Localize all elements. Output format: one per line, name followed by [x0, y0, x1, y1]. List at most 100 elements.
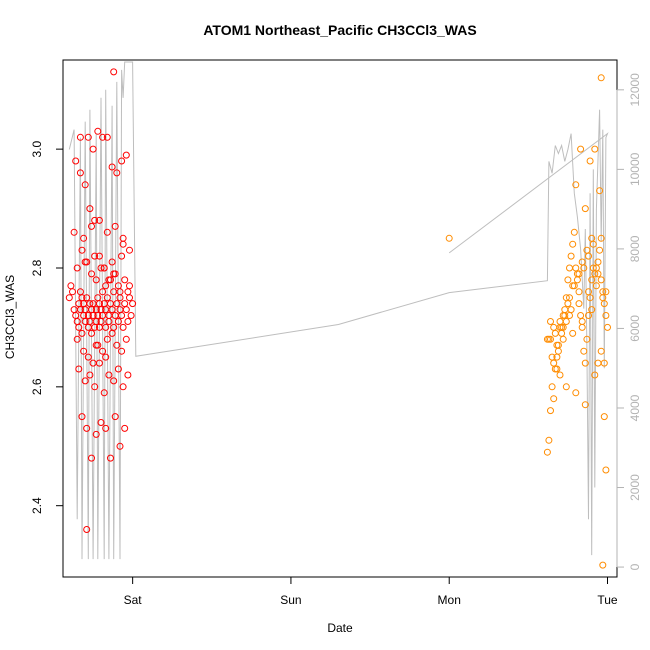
data-point	[580, 347, 588, 355]
data-point	[121, 276, 129, 284]
data-point	[567, 252, 575, 260]
data-point	[75, 323, 83, 331]
altitude-line	[68, 61, 609, 560]
y-tick-label: 3.0	[30, 140, 44, 157]
data-point	[103, 335, 111, 343]
data-point	[95, 359, 103, 367]
y-tick-label: 2.6	[30, 378, 44, 395]
data-point	[99, 133, 107, 141]
data-point	[569, 329, 577, 337]
data-point	[124, 318, 132, 325]
series-1	[65, 68, 137, 533]
data-point	[585, 312, 592, 319]
data-point	[81, 181, 89, 189]
data-point	[67, 282, 75, 290]
data-point	[105, 371, 113, 379]
x-axis-label: Date	[327, 621, 353, 635]
data-point	[81, 258, 89, 266]
data-point	[600, 413, 608, 421]
data-point	[545, 436, 553, 444]
data-point	[126, 294, 133, 302]
data-point	[103, 294, 111, 302]
data-point	[76, 169, 84, 177]
data-point	[581, 359, 589, 367]
data-point	[580, 264, 588, 272]
data-point	[89, 145, 97, 153]
data-point	[566, 294, 573, 302]
data-point	[69, 288, 76, 296]
data-point	[596, 187, 604, 195]
data-point	[547, 407, 554, 415]
data-point	[113, 300, 121, 308]
data-point	[65, 294, 73, 302]
y-axis: 2.4 2.6 2.8 3.0	[30, 140, 64, 514]
data-point	[111, 222, 119, 230]
data-point	[575, 288, 583, 296]
data-point	[113, 341, 121, 349]
data-point	[553, 341, 561, 349]
data-point	[116, 442, 124, 450]
altitude-line-layer	[68, 61, 609, 560]
y2-tick-label: 2000	[628, 474, 642, 501]
data-point	[97, 419, 105, 426]
data-point	[124, 288, 132, 296]
data-point	[110, 323, 118, 331]
data-point	[556, 371, 564, 379]
data-point	[114, 365, 122, 373]
data-point	[91, 216, 99, 224]
data-point	[597, 234, 605, 242]
data-point	[602, 312, 610, 319]
x-tick-label: Mon	[438, 593, 461, 607]
data-point	[110, 68, 118, 76]
data-point	[83, 526, 91, 533]
data-point	[585, 252, 592, 260]
data-point	[110, 377, 118, 385]
data-point	[100, 389, 108, 397]
data-point	[92, 430, 100, 438]
data-point	[581, 401, 589, 409]
data-point	[103, 228, 111, 236]
data-point	[589, 240, 597, 248]
data-point	[553, 365, 561, 373]
data-point	[92, 276, 100, 284]
data-point	[121, 424, 129, 432]
data-point	[80, 234, 88, 242]
data-point	[102, 323, 110, 331]
data-point	[126, 246, 133, 254]
data-point	[578, 318, 586, 325]
data-point	[591, 371, 599, 379]
data-point	[127, 312, 135, 319]
data-point	[566, 264, 573, 272]
data-point	[599, 294, 607, 302]
data-point	[76, 288, 84, 296]
data-point	[70, 228, 78, 236]
y2-tick-label: 4000	[628, 394, 642, 421]
data-point	[81, 318, 89, 325]
chart-title: ATOM1 Northeast_Pacific CH3CCl3_WAS	[203, 22, 476, 38]
data-point	[99, 347, 107, 355]
data-point	[562, 383, 570, 391]
data-point	[577, 145, 585, 153]
data-point	[73, 335, 81, 343]
data-point	[572, 264, 580, 272]
data-point	[547, 318, 554, 325]
data-point	[88, 270, 95, 278]
y2-tick-label: 10000	[628, 152, 642, 186]
data-point	[572, 181, 580, 189]
data-point	[548, 353, 556, 361]
data-point	[78, 413, 86, 421]
data-point	[97, 264, 105, 272]
data-point	[102, 282, 110, 290]
data-point	[573, 276, 581, 284]
data-point	[559, 335, 567, 343]
data-point	[95, 216, 103, 224]
data-point	[105, 318, 113, 325]
data-point	[88, 222, 95, 230]
data-point	[76, 306, 84, 314]
data-point	[550, 323, 558, 331]
data-point	[111, 413, 119, 421]
data-point	[550, 395, 558, 403]
data-point	[121, 300, 129, 308]
data-point	[73, 264, 81, 272]
data-point	[78, 329, 86, 337]
